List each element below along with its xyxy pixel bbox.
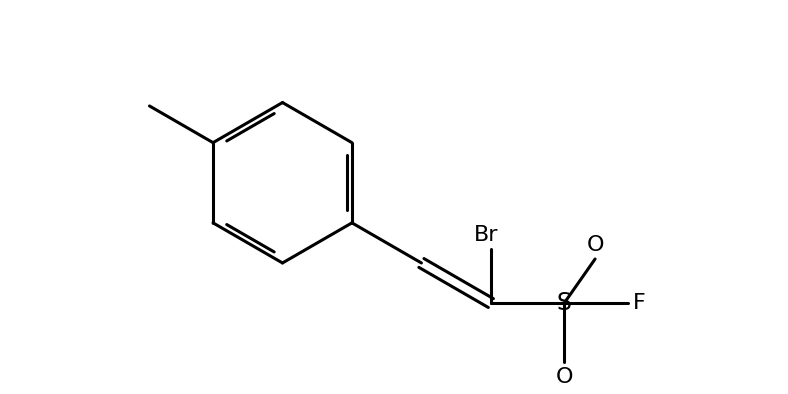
- Text: O: O: [586, 235, 604, 255]
- Text: F: F: [633, 293, 645, 313]
- Text: O: O: [556, 367, 573, 387]
- Text: Br: Br: [474, 225, 498, 245]
- Text: S: S: [557, 291, 572, 315]
